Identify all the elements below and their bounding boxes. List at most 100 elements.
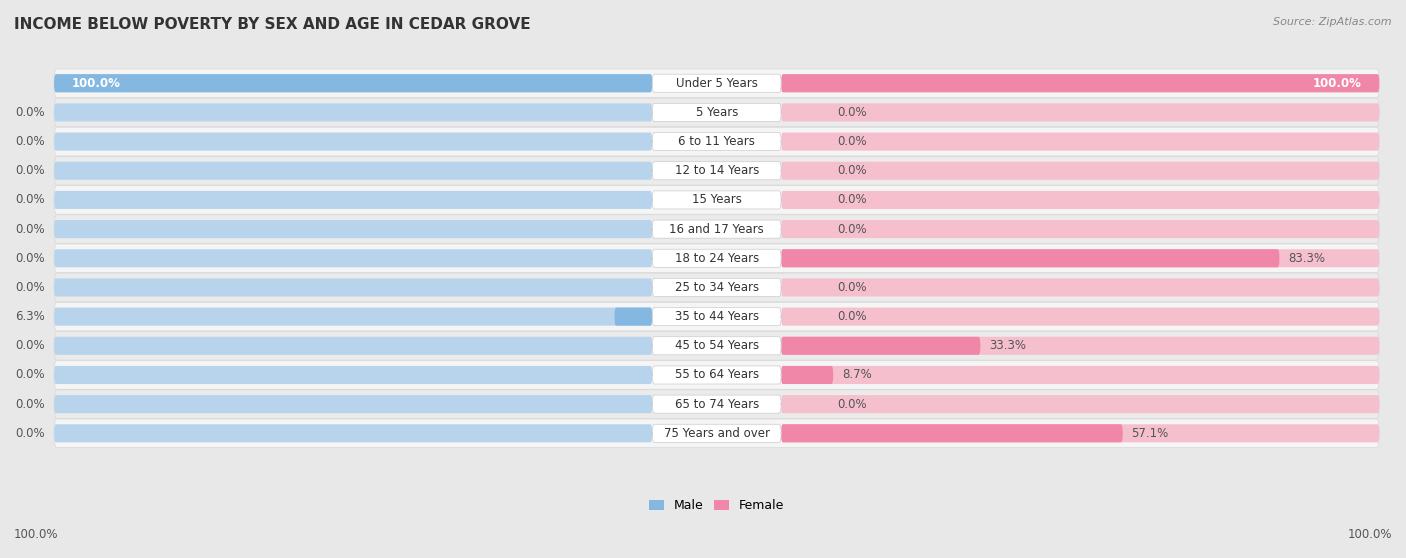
FancyBboxPatch shape <box>652 336 782 355</box>
FancyBboxPatch shape <box>53 162 652 180</box>
FancyBboxPatch shape <box>652 307 782 326</box>
FancyBboxPatch shape <box>782 278 1379 296</box>
FancyBboxPatch shape <box>782 103 1379 122</box>
Text: 0.0%: 0.0% <box>15 135 45 148</box>
FancyBboxPatch shape <box>53 69 1379 98</box>
FancyBboxPatch shape <box>652 249 782 267</box>
FancyBboxPatch shape <box>53 215 1379 243</box>
FancyBboxPatch shape <box>652 162 782 180</box>
FancyBboxPatch shape <box>53 331 1379 360</box>
Text: 100.0%: 100.0% <box>14 528 59 541</box>
FancyBboxPatch shape <box>53 273 1379 302</box>
FancyBboxPatch shape <box>53 360 1379 389</box>
FancyBboxPatch shape <box>782 220 1379 238</box>
FancyBboxPatch shape <box>53 103 652 122</box>
Text: 0.0%: 0.0% <box>15 223 45 235</box>
Text: 33.3%: 33.3% <box>990 339 1026 352</box>
Text: 0.0%: 0.0% <box>15 281 45 294</box>
Text: 6.3%: 6.3% <box>15 310 45 323</box>
FancyBboxPatch shape <box>53 191 652 209</box>
FancyBboxPatch shape <box>53 278 652 296</box>
Text: 100.0%: 100.0% <box>1313 77 1361 90</box>
FancyBboxPatch shape <box>782 366 1379 384</box>
Text: 100.0%: 100.0% <box>1347 528 1392 541</box>
FancyBboxPatch shape <box>782 191 1379 209</box>
Text: 0.0%: 0.0% <box>837 135 866 148</box>
FancyBboxPatch shape <box>782 395 1379 413</box>
Text: Source: ZipAtlas.com: Source: ZipAtlas.com <box>1274 17 1392 27</box>
FancyBboxPatch shape <box>53 307 652 326</box>
Text: 35 to 44 Years: 35 to 44 Years <box>675 310 759 323</box>
Legend: Male, Female: Male, Female <box>644 494 789 517</box>
Text: 0.0%: 0.0% <box>837 310 866 323</box>
Text: 16 and 17 Years: 16 and 17 Years <box>669 223 763 235</box>
FancyBboxPatch shape <box>782 424 1379 442</box>
Text: 0.0%: 0.0% <box>837 106 866 119</box>
FancyBboxPatch shape <box>53 133 652 151</box>
FancyBboxPatch shape <box>782 307 1379 326</box>
Text: Under 5 Years: Under 5 Years <box>676 77 758 90</box>
FancyBboxPatch shape <box>782 336 1379 355</box>
FancyBboxPatch shape <box>53 98 1379 127</box>
Text: 0.0%: 0.0% <box>837 398 866 411</box>
Text: 0.0%: 0.0% <box>837 281 866 294</box>
Text: 0.0%: 0.0% <box>15 194 45 206</box>
Text: 0.0%: 0.0% <box>15 252 45 264</box>
FancyBboxPatch shape <box>652 74 782 92</box>
Text: 0.0%: 0.0% <box>837 194 866 206</box>
FancyBboxPatch shape <box>53 74 652 92</box>
FancyBboxPatch shape <box>53 74 652 92</box>
FancyBboxPatch shape <box>782 74 1379 92</box>
FancyBboxPatch shape <box>53 127 1379 156</box>
FancyBboxPatch shape <box>53 366 652 384</box>
FancyBboxPatch shape <box>53 395 652 413</box>
Text: 57.1%: 57.1% <box>1132 427 1168 440</box>
Text: INCOME BELOW POVERTY BY SEX AND AGE IN CEDAR GROVE: INCOME BELOW POVERTY BY SEX AND AGE IN C… <box>14 17 530 32</box>
FancyBboxPatch shape <box>782 336 980 355</box>
FancyBboxPatch shape <box>53 249 652 267</box>
FancyBboxPatch shape <box>53 244 1379 272</box>
Text: 0.0%: 0.0% <box>15 339 45 352</box>
Text: 5 Years: 5 Years <box>696 106 738 119</box>
FancyBboxPatch shape <box>652 278 782 296</box>
FancyBboxPatch shape <box>782 249 1379 267</box>
Text: 65 to 74 Years: 65 to 74 Years <box>675 398 759 411</box>
FancyBboxPatch shape <box>652 220 782 238</box>
Text: 15 Years: 15 Years <box>692 194 741 206</box>
Text: 0.0%: 0.0% <box>837 223 866 235</box>
Text: 0.0%: 0.0% <box>15 368 45 382</box>
FancyBboxPatch shape <box>652 424 782 442</box>
FancyBboxPatch shape <box>652 191 782 209</box>
Text: 0.0%: 0.0% <box>15 106 45 119</box>
Text: 75 Years and over: 75 Years and over <box>664 427 769 440</box>
Text: 83.3%: 83.3% <box>1288 252 1326 264</box>
Text: 100.0%: 100.0% <box>72 77 121 90</box>
Text: 0.0%: 0.0% <box>15 427 45 440</box>
FancyBboxPatch shape <box>53 424 652 442</box>
FancyBboxPatch shape <box>782 133 1379 151</box>
Text: 6 to 11 Years: 6 to 11 Years <box>678 135 755 148</box>
Text: 0.0%: 0.0% <box>15 398 45 411</box>
FancyBboxPatch shape <box>652 103 782 122</box>
Text: 12 to 14 Years: 12 to 14 Years <box>675 164 759 177</box>
FancyBboxPatch shape <box>652 366 782 384</box>
FancyBboxPatch shape <box>782 366 834 384</box>
Text: 45 to 54 Years: 45 to 54 Years <box>675 339 759 352</box>
FancyBboxPatch shape <box>614 307 652 326</box>
FancyBboxPatch shape <box>652 395 782 413</box>
FancyBboxPatch shape <box>782 162 1379 180</box>
FancyBboxPatch shape <box>53 156 1379 185</box>
FancyBboxPatch shape <box>53 302 1379 331</box>
FancyBboxPatch shape <box>782 249 1279 267</box>
Text: 25 to 34 Years: 25 to 34 Years <box>675 281 759 294</box>
FancyBboxPatch shape <box>53 220 652 238</box>
FancyBboxPatch shape <box>53 336 652 355</box>
FancyBboxPatch shape <box>782 424 1123 442</box>
FancyBboxPatch shape <box>782 74 1379 92</box>
Text: 0.0%: 0.0% <box>15 164 45 177</box>
Text: 18 to 24 Years: 18 to 24 Years <box>675 252 759 264</box>
FancyBboxPatch shape <box>53 186 1379 214</box>
FancyBboxPatch shape <box>53 419 1379 448</box>
FancyBboxPatch shape <box>53 390 1379 418</box>
Text: 0.0%: 0.0% <box>837 164 866 177</box>
